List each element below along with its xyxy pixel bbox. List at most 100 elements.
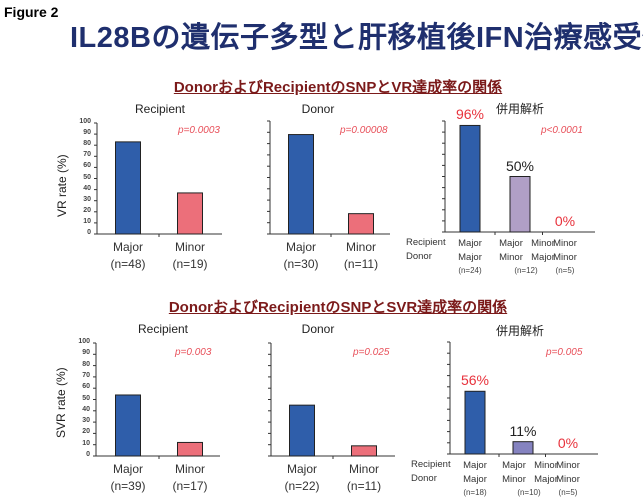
row-label-recipient: Recipient [411, 459, 451, 470]
svr-heading: DonorおよびRecipientのSNPとSVR達成率の関係 [168, 299, 508, 316]
y-tick-label: 90 [83, 129, 91, 137]
p-value: p=0.005 [546, 347, 583, 358]
y-tick-label: 30 [82, 417, 90, 425]
category-label: Minor [345, 240, 377, 254]
bar-value-label: 0% [557, 435, 579, 451]
y-tick-label: 0 [86, 451, 90, 458]
category-recipient: Major [458, 238, 482, 249]
bar [177, 441, 203, 457]
bar [351, 445, 377, 457]
category-label: Minor [174, 240, 206, 254]
category-n: (n=48) [110, 257, 146, 271]
bar [115, 394, 141, 457]
p-value: p=0.0003 [178, 125, 220, 136]
y-tick-label: 60 [82, 383, 90, 391]
chart-title: Recipient [137, 322, 189, 336]
row-label-donor: Donor [411, 473, 437, 484]
category-n: (n=5) [555, 266, 575, 275]
bar-value-label: 96% [455, 106, 485, 123]
bar-value-label: 0% [554, 213, 576, 229]
y-tick-label: 30 [83, 195, 91, 203]
category-n: (n=11) [346, 479, 382, 493]
category-recipient: Minor [553, 238, 577, 249]
p-value: p=0.025 [353, 347, 390, 358]
vr-heading: DonorおよびRecipientのSNPとVR達成率の関係 [173, 79, 503, 96]
bar-value-label: 56% [460, 372, 490, 389]
chart-title: 併用解析 [495, 102, 545, 116]
chart-title: Recipient [134, 102, 186, 116]
category-n: (n=11) [343, 257, 379, 271]
category-donor: Minor [556, 474, 580, 485]
bar [289, 404, 315, 457]
category-n: (n=10) [517, 488, 541, 497]
category-n: (n=22) [284, 479, 320, 493]
category-recipient: Major [463, 460, 487, 471]
y-tick-label: 100 [78, 338, 90, 345]
p-value: p<0.0001 [541, 125, 583, 136]
category-recipient: Minor [531, 238, 555, 249]
y-tick-label: 70 [82, 371, 90, 379]
category-label: Major [112, 462, 144, 476]
category-recipient: Minor [534, 460, 558, 471]
category-donor: Minor [499, 252, 523, 263]
category-label: Minor [174, 462, 206, 476]
bar [512, 441, 534, 455]
y-tick-label: 50 [82, 394, 90, 402]
row-label-donor: Donor [406, 251, 432, 262]
category-recipient: Major [502, 460, 526, 471]
category-n: (n=5) [558, 488, 578, 497]
y-tick-label: 100 [79, 118, 91, 125]
bar-value-label: 50% [505, 157, 535, 174]
category-donor: Minor [553, 252, 577, 263]
p-value: p=0.00008 [340, 125, 388, 136]
y-tick-label: 20 [83, 206, 91, 214]
y-tick-label: 10 [83, 217, 91, 225]
category-donor: Major [463, 474, 487, 485]
y-tick-label: 90 [82, 349, 90, 357]
category-label: Major [112, 240, 144, 254]
y-tick-label: 50 [83, 173, 91, 181]
category-donor: Major [534, 474, 558, 485]
row-label-recipient: Recipient [406, 237, 446, 248]
category-n: (n=17) [172, 479, 208, 493]
p-value: p=0.003 [175, 347, 212, 358]
y-tick-label: 80 [83, 140, 91, 148]
y-tick-label: 70 [83, 151, 91, 159]
y-tick-label: 60 [83, 162, 91, 170]
y-axis-label: SVR rate (%) [54, 366, 68, 438]
bar [348, 213, 374, 235]
y-tick-label: 40 [82, 405, 90, 413]
chart-title: Donor [301, 102, 335, 116]
category-recipient: Major [499, 238, 523, 249]
bar [177, 192, 203, 235]
category-n: (n=24) [458, 266, 482, 275]
category-label: Minor [348, 462, 380, 476]
figure-title: IL28Bの遺伝子多型と肝移植後IFN治療感受性 [70, 22, 643, 54]
figure-label: Figure 2 [4, 4, 59, 20]
category-n: (n=39) [110, 479, 146, 493]
chart-title: Donor [301, 322, 335, 336]
category-n: (n=18) [463, 488, 487, 497]
bar [464, 390, 486, 455]
category-label: Major [286, 462, 318, 476]
bar [288, 134, 314, 235]
y-axis-label: VR rate (%) [55, 153, 69, 217]
category-donor: Minor [502, 474, 526, 485]
y-tick-label: 0 [87, 229, 91, 236]
bar [115, 141, 141, 235]
bar-value-label: 11% [509, 422, 537, 439]
category-donor: Major [458, 252, 482, 263]
chart-title: 併用解析 [495, 324, 545, 338]
bar [459, 124, 481, 233]
category-donor: Major [531, 252, 555, 263]
category-label: Major [285, 240, 317, 254]
category-recipient: Minor [556, 460, 580, 471]
category-n: (n=19) [172, 257, 208, 271]
y-tick-label: 40 [83, 184, 91, 192]
category-n: (n=30) [283, 257, 319, 271]
y-tick-label: 80 [82, 360, 90, 368]
y-tick-label: 20 [82, 428, 90, 436]
category-n: (n=12) [514, 266, 538, 275]
